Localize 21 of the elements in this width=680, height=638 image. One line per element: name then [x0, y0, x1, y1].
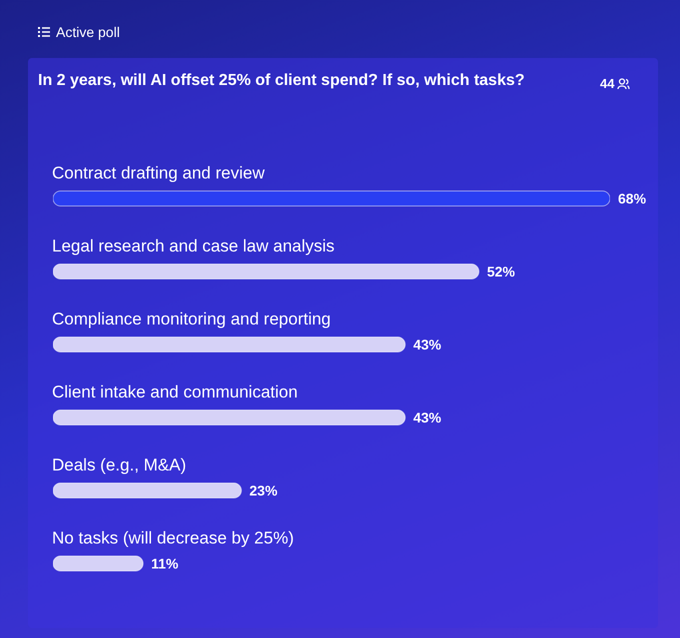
y-tick-label: Compliance monitoring and reporting	[52, 310, 331, 328]
data-label: 43%	[413, 410, 442, 426]
y-tick-label: Client intake and communication	[52, 382, 298, 402]
y-tick-label: Deals (e.g., M&A)	[52, 456, 186, 474]
data-label: 52%	[486, 264, 516, 280]
data-label: 68%	[618, 190, 647, 206]
data-label: 23%	[249, 482, 278, 498]
text: Active poll	[56, 24, 120, 40]
chart-title: In 2 years, will AI offset 25% of client spend? If so, which tasks?	[38, 72, 525, 90]
y-tick-label: Contract drafting and review	[52, 164, 266, 182]
y-tick-label: No tasks (will decrease by 25%)	[52, 528, 294, 548]
bar	[53, 190, 610, 206]
bar	[53, 264, 480, 280]
bar	[53, 410, 406, 426]
bar	[53, 336, 406, 352]
bar	[53, 556, 144, 572]
data-label: 11%	[151, 556, 179, 572]
data-label: 43%	[413, 336, 442, 352]
text: 44	[600, 76, 614, 91]
bar	[53, 482, 242, 498]
y-tick-label: Legal research and case law analysis	[52, 236, 335, 256]
